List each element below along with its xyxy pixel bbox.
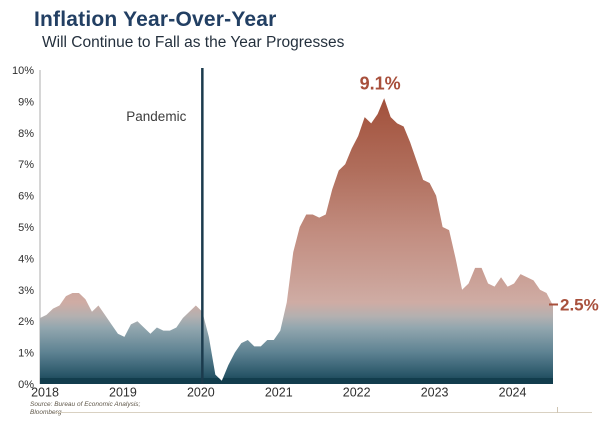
y-tick-label: 10% <box>12 65 34 77</box>
footer-divider-tick <box>557 407 558 413</box>
y-tick-label: 9% <box>18 96 34 108</box>
y-tick-label: 2% <box>18 316 34 328</box>
source-line-2: Bloomberg <box>30 409 62 416</box>
zero-baseline-bar <box>40 378 553 384</box>
y-tick-label: 0% <box>18 379 34 391</box>
source-line-1: Source: Bureau of Economic Analysis; <box>30 401 141 408</box>
x-tick-label: 2021 <box>265 386 293 400</box>
peak-annotation: 9.1% <box>360 73 401 93</box>
source-citation: Source: Bureau of Economic Analysis; Blo… <box>30 401 140 417</box>
x-tick-label: 2019 <box>109 386 137 400</box>
y-tick-label: 3% <box>18 285 34 297</box>
footer-divider-line <box>55 412 592 413</box>
x-tick-label: 2020 <box>187 386 215 400</box>
y-tick-label: 7% <box>18 159 34 171</box>
inflation-area-series <box>40 98 553 384</box>
y-tick-label: 6% <box>18 191 34 203</box>
x-tick-label: 2023 <box>421 386 449 400</box>
page-subtitle: Will Continue to Fall as the Year Progre… <box>42 34 345 51</box>
x-tick-label: 2018 <box>31 386 59 400</box>
page-title: Inflation Year-Over-Year <box>34 8 277 31</box>
y-tick-label: 4% <box>18 253 34 265</box>
pandemic-annotation: Pandemic <box>126 109 186 124</box>
latest-annotation: 2.5% <box>560 296 599 315</box>
y-tick-label: 1% <box>18 348 34 360</box>
x-tick-label: 2024 <box>499 386 527 400</box>
y-tick-label: 8% <box>18 128 34 140</box>
y-tick-label: 5% <box>18 222 34 234</box>
x-tick-label: 2022 <box>343 386 371 400</box>
